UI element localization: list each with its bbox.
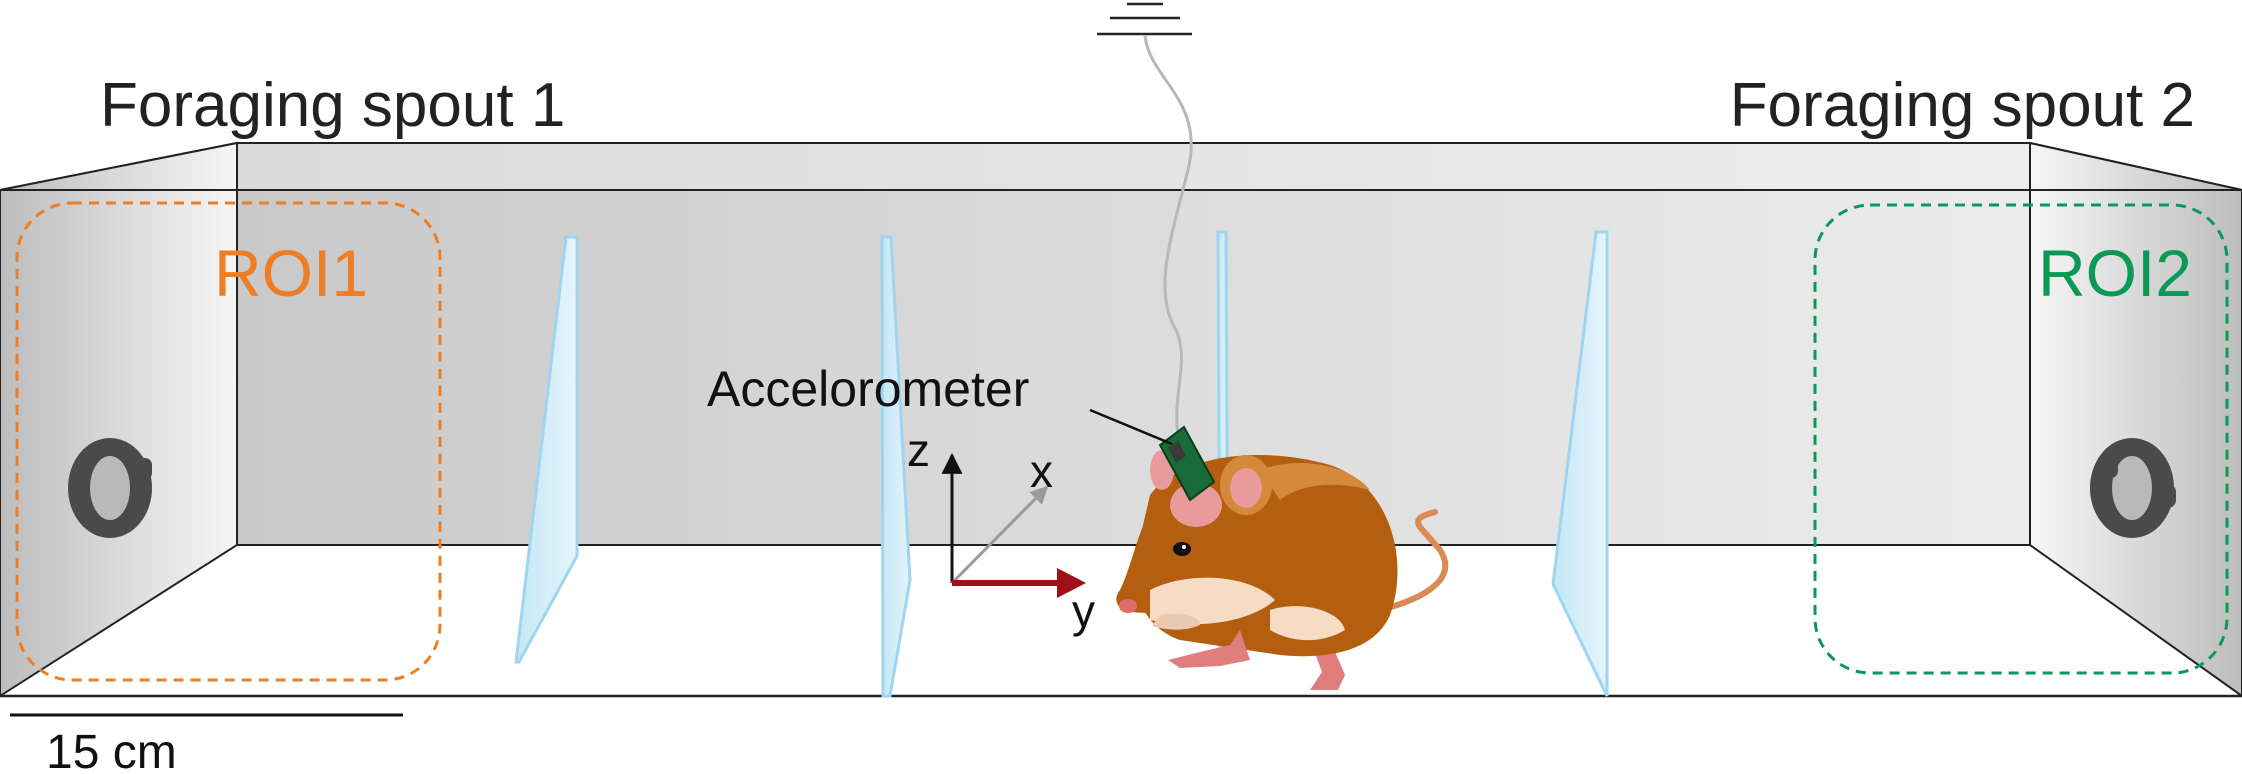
arena-top-rim <box>0 142 2242 191</box>
arena-box <box>0 141 2242 698</box>
roi1-region <box>15 201 442 682</box>
roi2-label: ROI2 <box>2038 236 2192 310</box>
arena-back-wall <box>237 190 2030 545</box>
spout-2-icon <box>2090 438 2176 538</box>
spout-2-label: Foraging spout 2 <box>1730 71 2195 140</box>
accelerometer-label: Accelorometer <box>707 361 1029 417</box>
roi1-label: ROI1 <box>214 236 368 310</box>
glass-barrier-4 <box>1551 230 1609 697</box>
scale-bar-label: 15 cm <box>46 726 177 774</box>
arena-floor <box>0 545 2242 696</box>
roi2-region <box>1813 203 2229 675</box>
spout-1-icon <box>68 438 152 538</box>
ground-icon <box>1097 2 1192 36</box>
glass-barrier-2 <box>880 235 912 698</box>
coordinate-axes <box>941 452 1086 598</box>
x-axis-arrow <box>950 485 1049 585</box>
glass-barrier-1 <box>514 235 579 664</box>
y-axis-label: y <box>1072 585 1095 637</box>
z-axis-label: z <box>907 424 930 476</box>
accelerometer-pointer <box>1089 408 1173 446</box>
recording-cable <box>1143 35 1193 436</box>
x-axis-label: x <box>1030 445 1053 497</box>
mouse-illustration <box>1116 425 1449 690</box>
y-axis-arrowhead <box>1057 568 1086 598</box>
spout-1-label: Foraging spout 1 <box>100 71 565 140</box>
